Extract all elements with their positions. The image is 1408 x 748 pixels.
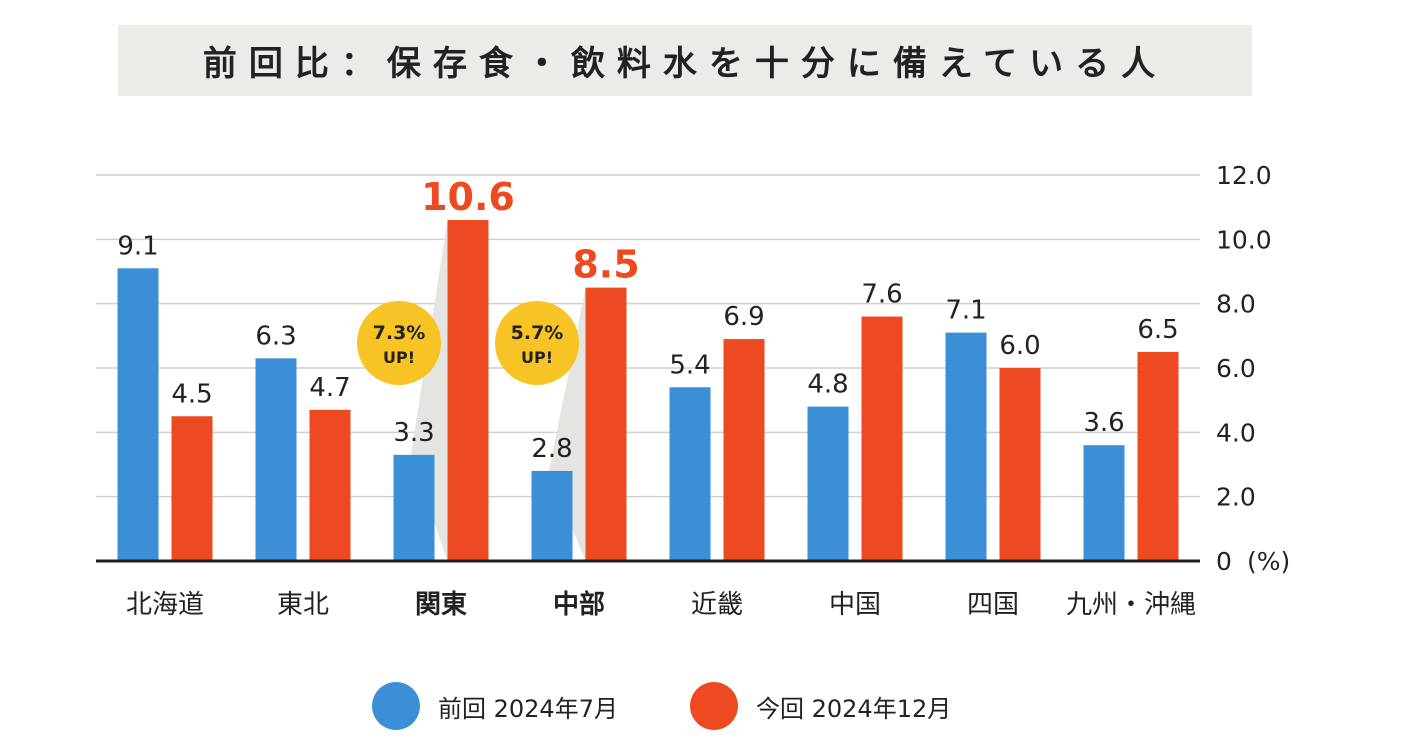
legend-dot-current	[690, 682, 738, 730]
data-label-previous: 6.3	[255, 321, 296, 351]
chart-title: 前回比：保存食・飲料水を十分に備えている人	[202, 44, 1168, 84]
data-label-previous: 4.8	[807, 370, 848, 400]
legend: 前回 2024年7月 今回 2024年12月	[0, 682, 1408, 730]
y-axis-unit: (%)	[1247, 547, 1290, 576]
x-tick-label: 関東	[415, 590, 467, 620]
data-label-current: 4.7	[309, 373, 350, 403]
bar-current	[723, 339, 765, 561]
bar-current	[171, 416, 213, 561]
y-tick-label: 2.0	[1216, 483, 1256, 512]
legend-label-previous: 前回 2024年7月	[438, 694, 618, 723]
data-label-current: 8.5	[572, 243, 639, 287]
data-label-current: 7.6	[861, 280, 902, 310]
x-tick-label: 四国	[967, 590, 1019, 620]
data-label-previous: 3.6	[1083, 408, 1124, 438]
bar-chart: 12.0 10.0 8.0 6.0 4.0 2.0 0 (%) 9.1 4.5 北海道 6.3 4.7 東…	[96, 161, 1290, 620]
y-tick-label: 0	[1216, 547, 1232, 576]
bar-previous	[393, 454, 435, 561]
callout-suffix: UP!	[521, 348, 553, 367]
x-tick-label: 北海道	[126, 590, 204, 620]
bar-previous	[255, 358, 297, 561]
data-label-current: 4.5	[171, 379, 212, 409]
title-banner: 前回比：保存食・飲料水を十分に備えている人	[118, 25, 1252, 96]
callout-suffix: UP!	[383, 348, 415, 367]
legend-dot-previous	[372, 682, 420, 730]
y-tick-label: 12.0	[1216, 161, 1272, 190]
y-tick-label: 10.0	[1216, 225, 1272, 254]
legend-item-current: 今回 2024年12月	[690, 682, 951, 730]
bar-previous	[807, 406, 849, 561]
x-tick-label: 九州・沖縄	[1066, 590, 1196, 620]
increase-callout-badge	[357, 301, 441, 385]
x-tick-label: 中部	[553, 590, 605, 620]
bar-previous	[531, 470, 573, 561]
bar-current	[1137, 351, 1179, 561]
callout-value: 7.3%	[373, 322, 426, 344]
bar-current	[585, 287, 627, 561]
data-label-previous: 2.8	[531, 434, 572, 464]
data-label-current: 6.9	[723, 302, 764, 332]
bar-previous	[1083, 445, 1125, 561]
bar-current	[447, 220, 489, 562]
data-label-previous: 5.4	[669, 350, 710, 380]
bar-previous	[945, 332, 987, 561]
bar-current	[309, 409, 351, 561]
data-label-previous: 9.1	[117, 231, 158, 261]
bar-current	[861, 316, 903, 561]
y-tick-label: 4.0	[1216, 418, 1256, 447]
legend-item-previous: 前回 2024年7月	[372, 682, 618, 730]
data-label-current: 10.6	[421, 175, 515, 219]
x-tick-label: 東北	[277, 590, 329, 620]
x-tick-label: 近畿	[691, 590, 743, 620]
x-tick-label: 中国	[829, 590, 881, 620]
data-label-current: 6.0	[999, 331, 1040, 361]
bar-previous	[669, 387, 711, 561]
data-label-previous: 3.3	[393, 418, 434, 448]
y-tick-label: 6.0	[1216, 354, 1256, 383]
increase-callout-badge	[495, 301, 579, 385]
bar-current	[999, 368, 1041, 561]
y-tick-label: 8.0	[1216, 290, 1256, 319]
data-label-previous: 7.1	[945, 296, 986, 326]
bar-previous	[117, 268, 159, 561]
data-label-current: 6.5	[1137, 315, 1178, 345]
callout-value: 5.7%	[511, 322, 564, 344]
legend-label-current: 今回 2024年12月	[756, 694, 952, 723]
